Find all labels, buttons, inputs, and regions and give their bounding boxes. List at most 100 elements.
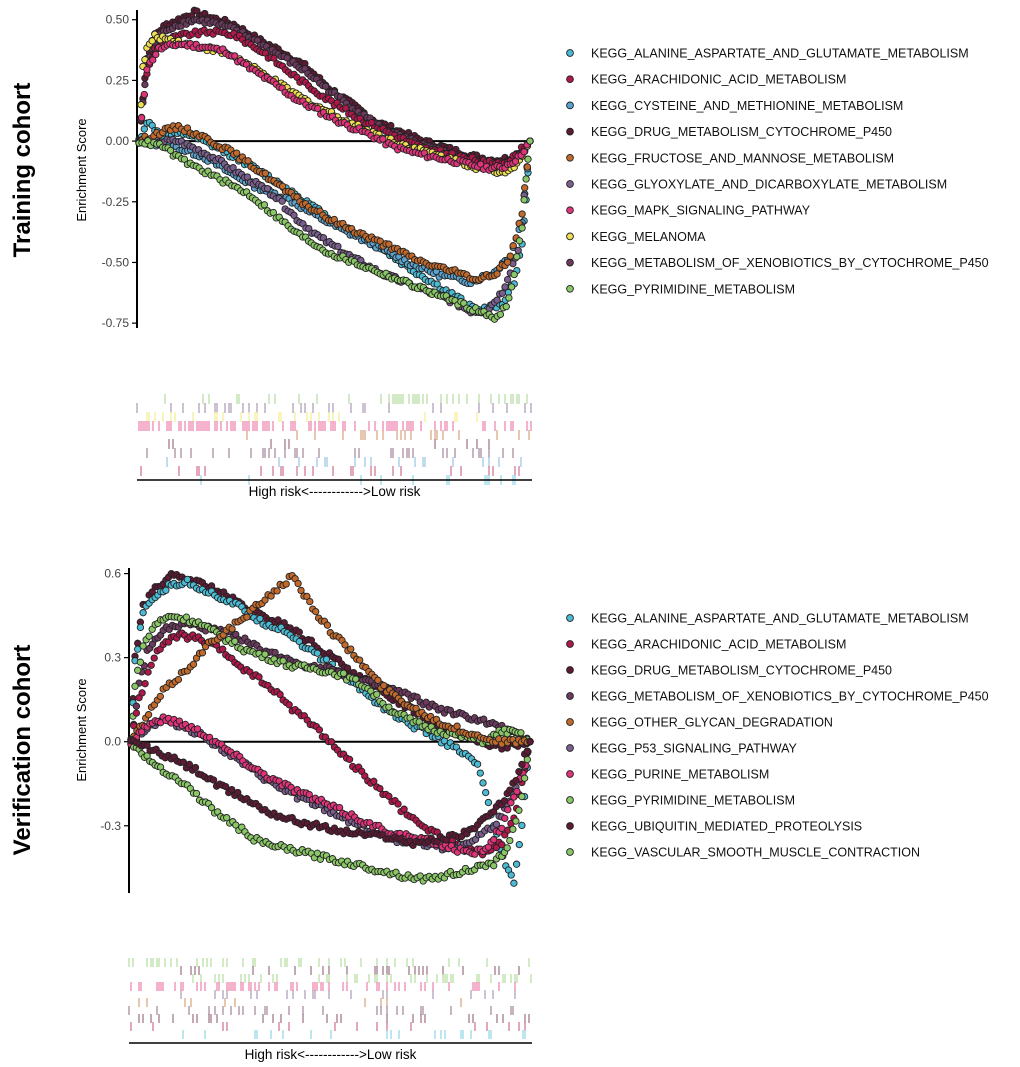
data-point bbox=[503, 844, 511, 852]
legend-label: KEGG_PYRIMIDINE_METABOLISM bbox=[591, 794, 795, 808]
data-point bbox=[501, 283, 509, 291]
data-point bbox=[476, 769, 484, 777]
data-point bbox=[345, 755, 354, 764]
data-point bbox=[313, 849, 322, 857]
data-point bbox=[339, 669, 348, 677]
rank-ticks bbox=[128, 958, 532, 1039]
data-point bbox=[520, 148, 528, 156]
data-point bbox=[515, 237, 524, 245]
data-point bbox=[145, 632, 153, 640]
data-point bbox=[149, 56, 157, 64]
data-point bbox=[150, 654, 158, 662]
legend-marker bbox=[566, 75, 574, 84]
data-point bbox=[502, 302, 510, 311]
legend-label: KEGG_METABOLISM_OF_XENOBIOTICS_BY_CYTOCH… bbox=[591, 690, 989, 704]
legend-marker bbox=[566, 744, 574, 752]
data-point bbox=[504, 806, 512, 814]
legend-label: KEGG_DRUG_METABOLISM_CYTOCHROME_P450 bbox=[591, 664, 892, 678]
data-point bbox=[479, 779, 487, 787]
data-point bbox=[512, 860, 521, 868]
data-point bbox=[515, 840, 523, 849]
data-point bbox=[148, 37, 156, 45]
data-point bbox=[143, 65, 151, 74]
data-point bbox=[510, 879, 518, 887]
legend-marker bbox=[566, 284, 574, 293]
data-point bbox=[374, 676, 382, 684]
data-point bbox=[515, 768, 523, 776]
legend-marker bbox=[566, 258, 574, 267]
data-point bbox=[509, 242, 517, 250]
data-point bbox=[228, 625, 236, 633]
data-point bbox=[138, 689, 146, 697]
data-point bbox=[323, 621, 332, 629]
legend-label: KEGG_PYRIMIDINE_METABOLISM bbox=[591, 282, 795, 296]
data-point bbox=[503, 275, 512, 284]
data-point bbox=[273, 587, 281, 595]
data-point bbox=[379, 135, 387, 143]
y-tick-label: 0.00 bbox=[106, 134, 130, 148]
legend-marker bbox=[566, 206, 574, 215]
data-point bbox=[518, 224, 526, 232]
legend-label: KEGG_OTHER_GLYCAN_DEGRADATION bbox=[591, 716, 833, 730]
data-point bbox=[514, 246, 522, 255]
data-point bbox=[233, 149, 241, 157]
data-point bbox=[342, 104, 350, 112]
panel-title: Verification cohort bbox=[9, 645, 36, 856]
verification-cohort-panel: Verification cohort Enrichment Score 0.6 0.… bbox=[9, 567, 989, 1062]
data-point bbox=[513, 787, 521, 796]
data-point bbox=[380, 681, 388, 690]
legend-marker bbox=[566, 49, 574, 57]
legend-marker bbox=[566, 692, 574, 700]
data-point bbox=[282, 580, 290, 588]
data-point bbox=[507, 871, 515, 879]
data-point bbox=[285, 701, 293, 709]
data-point bbox=[524, 155, 532, 163]
data-point bbox=[356, 656, 364, 664]
y-tick-label: -0.75 bbox=[102, 316, 130, 330]
data-point bbox=[312, 607, 320, 616]
data-point bbox=[509, 825, 517, 833]
data-point bbox=[134, 666, 142, 674]
data-point bbox=[144, 711, 153, 719]
data-point bbox=[513, 253, 521, 261]
y-axis-label: Enrichment Score bbox=[74, 678, 89, 781]
data-point bbox=[263, 184, 272, 193]
legend-marker bbox=[566, 127, 574, 136]
data-point bbox=[503, 258, 512, 266]
data-point bbox=[453, 722, 461, 730]
legend-label: KEGG_VASCULAR_SMOOTH_MUSCLE_CONTRACTION bbox=[591, 846, 920, 860]
data-point bbox=[132, 709, 141, 717]
data-point bbox=[394, 800, 402, 808]
data-point bbox=[147, 661, 155, 669]
legend-label: KEGG_CYSTEINE_AND_METHIONINE_METABOLISM bbox=[591, 99, 903, 113]
data-point bbox=[506, 836, 514, 845]
legend-marker bbox=[566, 848, 574, 856]
data-point bbox=[189, 660, 198, 668]
legend-marker bbox=[566, 101, 574, 110]
data-point bbox=[152, 50, 160, 59]
legend-label: KEGG_ARACHIDONIC_ACID_METABOLISM bbox=[591, 73, 846, 87]
data-point bbox=[334, 242, 342, 251]
data-point bbox=[140, 90, 148, 99]
data-point bbox=[314, 104, 322, 113]
data-point bbox=[261, 169, 270, 177]
data-point bbox=[260, 201, 269, 209]
data-point bbox=[512, 776, 520, 785]
training-cohort-panel: Training cohort Enrichment Score 0.50 0.25 0… bbox=[9, 6, 989, 499]
legend-marker bbox=[566, 666, 574, 674]
data-point bbox=[506, 252, 514, 260]
legend-label: KEGG_PURINE_METABOLISM bbox=[591, 768, 769, 782]
data-point bbox=[510, 270, 518, 279]
legend-label: KEGG_MAPK_SIGNALING_PATHWAY bbox=[591, 204, 811, 218]
data-point bbox=[136, 658, 145, 666]
data-point bbox=[174, 675, 183, 684]
data-point bbox=[137, 114, 146, 122]
legend-marker bbox=[566, 822, 574, 830]
legend-marker bbox=[566, 180, 574, 188]
data-point bbox=[526, 738, 534, 746]
rank-ticks bbox=[136, 394, 532, 485]
data-point bbox=[512, 817, 520, 825]
legend-marker bbox=[566, 770, 574, 778]
y-tick-label: -0.50 bbox=[102, 255, 130, 269]
